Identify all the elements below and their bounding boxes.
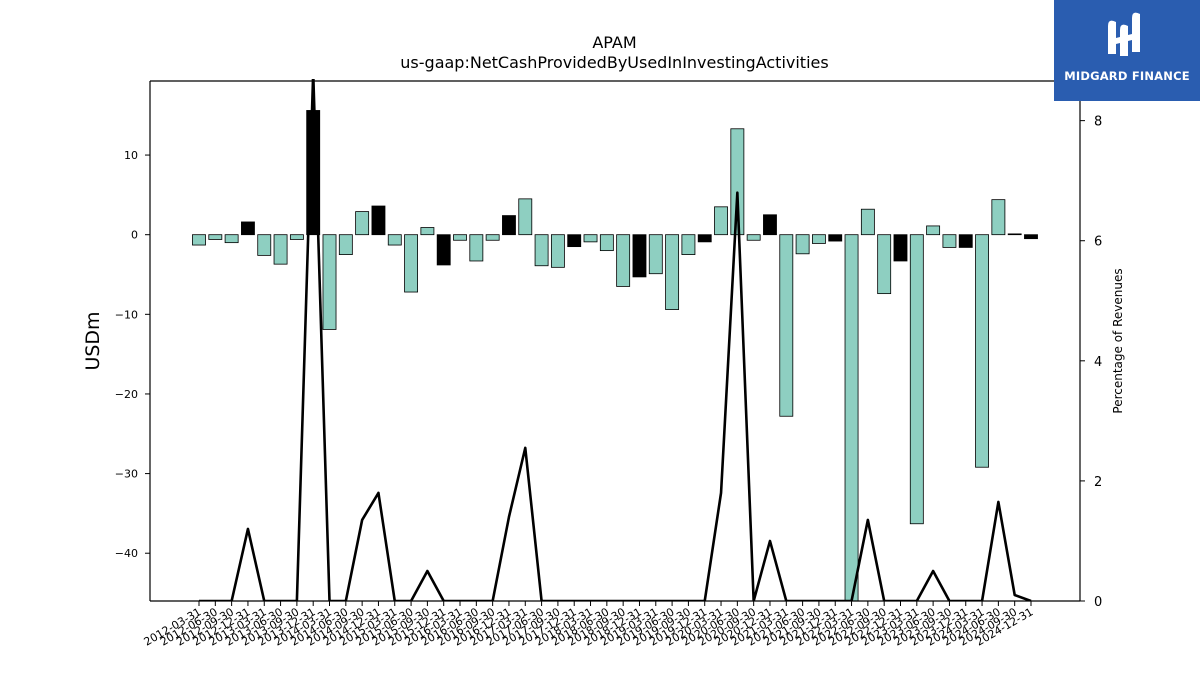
bar-2021-09-30 bbox=[812, 234, 826, 244]
y2-tick-label-8: 8 bbox=[1094, 115, 1102, 130]
y2-tick-label-6: 6 bbox=[1094, 235, 1102, 250]
bar-2018-03-31 bbox=[583, 234, 598, 243]
bar-2021-03-31 bbox=[779, 234, 794, 417]
bar-2019-06-30 bbox=[665, 234, 680, 310]
bar-2014-06-30 bbox=[338, 234, 353, 256]
bar-2014-09-30 bbox=[355, 211, 370, 236]
bar-2017-12-31 bbox=[567, 234, 582, 248]
bar-2023-03-31 bbox=[909, 234, 924, 525]
bar-2017-06-30 bbox=[534, 234, 549, 267]
bar-2016-09-30 bbox=[485, 234, 500, 241]
bar-2024-09-30 bbox=[1007, 233, 1022, 236]
logo-text: MIDGARD FINANCE bbox=[1064, 69, 1190, 83]
y-tick-label--20: −20 bbox=[115, 388, 138, 401]
bar-2018-09-30 bbox=[616, 234, 631, 287]
y2-tick-label-4: 4 bbox=[1094, 355, 1102, 370]
bar-2012-09-30 bbox=[224, 234, 239, 244]
y2-axis-label: Percentage of Revenues bbox=[1111, 268, 1125, 413]
bar-2015-09-30 bbox=[420, 227, 435, 236]
bar-2022-06-30 bbox=[860, 208, 875, 236]
bar-2017-03-31 bbox=[518, 198, 533, 236]
bar-2022-09-30 bbox=[877, 234, 892, 295]
y-axis-label: USDm bbox=[82, 311, 104, 370]
bar-2015-03-31 bbox=[387, 234, 402, 246]
bar-2016-12-31 bbox=[502, 215, 516, 236]
bar-2015-06-30 bbox=[404, 234, 418, 293]
bar-2012-06-30 bbox=[208, 234, 223, 240]
bar-2021-12-31 bbox=[828, 234, 843, 242]
midgard-logo-icon bbox=[1108, 12, 1140, 56]
bar-2014-12-31 bbox=[371, 205, 386, 236]
bar-2023-06-30 bbox=[926, 225, 941, 236]
bar-2019-12-31 bbox=[697, 234, 712, 243]
y2-tick-label-0: 0 bbox=[1094, 595, 1102, 610]
bar-2022-03-31 bbox=[844, 234, 859, 602]
y-tick-label--30: −30 bbox=[115, 468, 138, 481]
bar-2019-09-30 bbox=[681, 234, 696, 256]
bar-2013-09-30 bbox=[289, 234, 304, 240]
bar-2012-12-31 bbox=[241, 221, 255, 236]
bar-2021-06-30 bbox=[795, 234, 810, 255]
bar-2014-03-31 bbox=[322, 234, 337, 330]
bar-2024-12-31 bbox=[1024, 234, 1038, 240]
chart-title: APAM bbox=[592, 33, 637, 52]
bar-2015-12-31 bbox=[436, 234, 451, 266]
y2-tick-label-2: 2 bbox=[1094, 475, 1102, 490]
bar-2013-03-31 bbox=[257, 234, 272, 256]
bar-2024-03-31 bbox=[975, 234, 989, 468]
bar-2023-09-30 bbox=[942, 234, 957, 248]
bar-2020-12-31 bbox=[763, 214, 777, 236]
pct-revenues-line bbox=[199, 79, 1032, 601]
y-tick-label-0: 0 bbox=[131, 229, 138, 242]
y-tick-label--40: −40 bbox=[115, 547, 138, 560]
bar-2020-06-30 bbox=[730, 128, 745, 236]
bar-2024-06-30 bbox=[991, 199, 1006, 236]
bar-2020-03-31 bbox=[714, 206, 728, 236]
bar-2020-09-30 bbox=[746, 234, 761, 241]
bar-2013-06-30 bbox=[273, 234, 288, 265]
bar-2019-03-31 bbox=[648, 234, 663, 275]
bar-2018-06-30 bbox=[599, 234, 614, 252]
bar-2017-09-30 bbox=[550, 234, 565, 268]
bar-2016-03-31 bbox=[453, 234, 467, 241]
y-tick-label--10: −10 bbox=[115, 308, 138, 321]
midgard-finance-logo: MIDGARD FINANCE bbox=[1054, 0, 1200, 101]
bar-2022-12-31 bbox=[893, 234, 908, 262]
bar-2023-12-31 bbox=[958, 234, 973, 248]
bar-2018-12-31 bbox=[632, 234, 647, 278]
bar-2012-03-31 bbox=[192, 234, 206, 246]
y-tick-label-10: 10 bbox=[124, 149, 138, 162]
bar-2016-06-30 bbox=[469, 234, 484, 262]
chart-subtitle: us-gaap:NetCashProvidedByUsedInInvesting… bbox=[400, 53, 829, 72]
